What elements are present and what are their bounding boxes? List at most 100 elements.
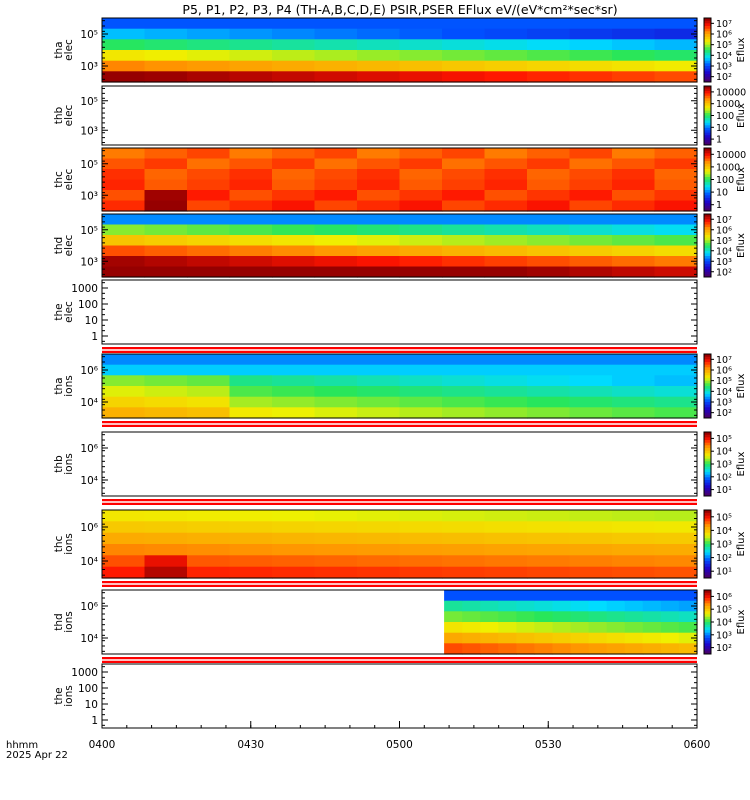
y-axis-label: ions: [63, 685, 75, 706]
heatmap-cell: [314, 375, 358, 387]
heatmap-cell: [187, 190, 231, 202]
heatmap-cell: [357, 235, 401, 247]
heatmap-cell: [187, 28, 231, 40]
heatmap-cell: [569, 169, 613, 181]
heatmap-cell: [612, 521, 656, 534]
colorbar-frame: [703, 353, 712, 419]
heatmap-cell: [314, 179, 358, 191]
heatmap-cell: [498, 590, 517, 602]
heatmap-cell: [654, 200, 698, 212]
colorbar-segment: [704, 611, 711, 615]
colorbar-segment: [704, 76, 711, 80]
y-tick-label: 100: [78, 299, 98, 311]
colorbar-segment: [704, 115, 711, 119]
heatmap-cell: [187, 214, 231, 226]
colorbar-segment: [704, 563, 711, 568]
heatmap-cell: [606, 632, 626, 644]
heatmap-cell: [144, 169, 188, 181]
colorbar-segment: [704, 256, 711, 260]
colorbar-tick-label: 10³: [716, 398, 732, 409]
heatmap-cell: [569, 544, 613, 556]
heatmap-cell: [442, 555, 486, 568]
heatmap-cell: [442, 224, 486, 236]
heatmap-cell: [484, 50, 528, 62]
colorbar-tick-label: 10: [716, 188, 728, 199]
colorbar-segment: [704, 404, 711, 408]
heatmap-cell: [527, 71, 571, 83]
heatmap-cell: [399, 39, 443, 51]
colorbar-tick-label: 10000: [716, 87, 746, 98]
heatmap-cell: [642, 600, 662, 612]
heatmap-cell: [399, 18, 443, 30]
colorbar-tick-label: 10⁵: [716, 434, 732, 445]
colorbar-tick-label: 10⁴: [716, 51, 732, 62]
colorbar-segment: [704, 359, 711, 363]
heatmap-cell: [102, 158, 146, 170]
heatmap-cell: [357, 521, 401, 534]
heatmap-cell: [314, 510, 358, 522]
heatmap-cell: [144, 50, 188, 62]
heatmap-cell: [642, 622, 662, 634]
colorbar-segment: [704, 163, 711, 167]
y-tick-label: 10³: [80, 190, 98, 202]
heatmap-cell: [534, 590, 554, 602]
heatmap-cell: [484, 39, 528, 51]
x-tick-label: 0600: [684, 739, 711, 751]
colorbar-segment: [704, 477, 711, 481]
heatmap-cell: [229, 148, 273, 160]
y-tick-label: 10: [85, 699, 98, 711]
colorbar-segment: [704, 203, 711, 207]
heatmap-cell: [144, 200, 188, 212]
colorbar-segment: [704, 624, 711, 628]
heatmap-cell: [144, 214, 188, 226]
colorbar-segment: [704, 174, 711, 178]
heatmap-cell: [187, 510, 231, 522]
colorbar-segment: [704, 190, 711, 194]
heatmap-cell: [102, 354, 146, 366]
heatmap-cell: [442, 544, 486, 556]
heatmap-cell: [534, 632, 554, 644]
colorbar-label: Eflux: [736, 531, 747, 556]
heatmap-cell: [314, 60, 358, 72]
heatmap-cell: [569, 364, 613, 376]
heatmap-cell: [187, 200, 231, 212]
colorbar-segment: [704, 140, 711, 144]
x-axis-label: hhmm: [6, 740, 38, 751]
colorbar-segment: [704, 378, 711, 382]
heatmap-cell: [314, 566, 358, 579]
heatmap-cell: [187, 60, 231, 72]
heatmap-cell: [484, 521, 528, 534]
heatmap-cell: [527, 364, 571, 376]
heatmap-cell: [399, 364, 443, 376]
heatmap-cell: [642, 632, 662, 644]
colorbar-segment: [704, 108, 711, 112]
heatmap-cell: [102, 50, 146, 62]
heatmap-cell: [442, 407, 486, 419]
heatmap-cell: [144, 544, 188, 556]
heatmap-cell: [654, 566, 698, 579]
colorbar-segment: [704, 95, 711, 99]
colorbar-tick-label: 10⁵: [716, 376, 732, 387]
colorbar-segment: [704, 437, 711, 441]
heatmap-cell: [314, 407, 358, 419]
heatmap-cell: [570, 643, 590, 655]
heatmap-cell: [612, 158, 656, 170]
colorbar-segment: [704, 561, 711, 565]
heatmap-cell: [314, 396, 358, 408]
heatmap-cell: [527, 532, 571, 545]
y-axis-label: elec: [63, 234, 75, 256]
colorbar-segment: [704, 603, 711, 607]
heatmap-cell: [569, 566, 613, 579]
heatmap-cell: [569, 158, 613, 170]
heatmap-cell: [144, 179, 188, 191]
heatmap-cell: [272, 158, 316, 170]
heatmap-cell: [272, 28, 316, 40]
heatmap-cell: [462, 632, 481, 644]
heatmap-cell: [442, 214, 486, 226]
colorbar-segment: [704, 171, 711, 175]
heatmap-cell: [527, 158, 571, 170]
heatmap-cell: [144, 28, 188, 40]
heatmap-cell: [678, 632, 698, 644]
y-axis-label: thd: [53, 237, 65, 254]
heatmap-cell: [484, 148, 528, 160]
